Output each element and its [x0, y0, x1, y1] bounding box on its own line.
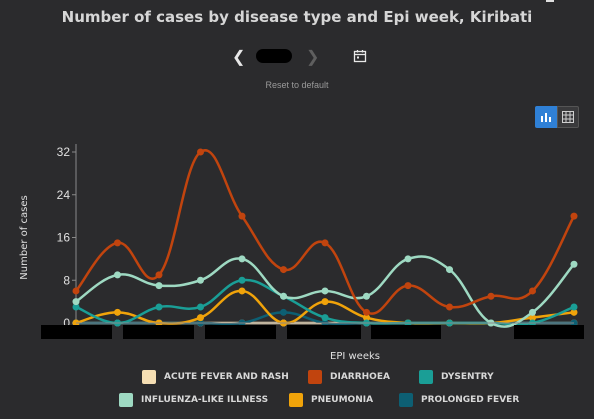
legend-item[interactable]: PNEUMONIA	[289, 393, 373, 407]
data-point	[238, 255, 246, 263]
chevron-left-icon[interactable]: ❮	[232, 49, 246, 66]
x-tick-label-redacted	[514, 325, 584, 339]
data-point	[280, 292, 287, 300]
data-point	[321, 298, 329, 306]
data-point	[280, 308, 287, 316]
x-tick-label-redacted	[41, 325, 112, 339]
data-point	[363, 308, 370, 316]
data-point	[321, 239, 329, 247]
data-point	[197, 314, 204, 322]
legend-label: INFLUENZA-LIKE ILLNESS	[141, 395, 269, 405]
data-point	[72, 303, 80, 311]
data-point	[238, 287, 246, 295]
table-icon[interactable]	[557, 106, 579, 128]
legend-label: DIARRHOEA	[330, 372, 390, 382]
y-tick-label: 8	[63, 273, 70, 287]
legend-label: DYSENTRY	[441, 372, 494, 382]
legend-label: PROLONGED FEVER	[421, 395, 520, 405]
data-point	[114, 239, 121, 247]
reset-to-default-link[interactable]: Reset to default	[265, 80, 329, 90]
data-point	[155, 282, 163, 290]
x-tick-label-redacted	[287, 325, 361, 339]
data-point	[197, 148, 204, 156]
data-point	[404, 255, 412, 263]
legend-swatch	[289, 393, 303, 407]
legend-swatch	[119, 393, 133, 407]
data-point	[529, 287, 536, 295]
data-point	[72, 287, 80, 295]
data-point	[321, 314, 329, 322]
data-point	[155, 271, 163, 279]
data-point	[446, 303, 453, 311]
y-tick-label: 16	[57, 231, 71, 245]
data-point	[155, 303, 163, 311]
y-tick-label: 32	[57, 145, 71, 159]
legend-item[interactable]: DYSENTRY	[419, 370, 494, 384]
period-selector-redacted[interactable]	[256, 49, 292, 63]
y-axis-label: Number of cases	[19, 195, 30, 279]
x-tick-label-redacted	[123, 325, 194, 339]
legend-label: PNEUMONIA	[311, 395, 374, 405]
view-toggle	[535, 106, 579, 128]
data-point	[570, 308, 578, 316]
legend-swatch	[419, 370, 433, 384]
data-point	[570, 212, 578, 220]
legend-label: ACUTE FEVER AND RASH	[164, 372, 289, 382]
y-tick-label: 24	[57, 188, 71, 202]
x-tick-label-redacted	[205, 325, 276, 339]
legend-swatch	[308, 370, 322, 384]
data-point	[321, 287, 329, 295]
data-point	[238, 212, 246, 220]
data-point	[114, 308, 121, 316]
bar-chart-icon[interactable]	[535, 106, 557, 128]
legend-swatch	[142, 370, 156, 384]
data-point	[114, 271, 121, 279]
legend-swatch	[399, 393, 413, 407]
menu-indicator	[546, 0, 554, 2]
data-point	[487, 292, 495, 300]
chart-title: Number of cases by disease type and Epi …	[61, 8, 533, 26]
y-tick-label: 0	[63, 316, 70, 330]
line-chart: 0 8 16 24 32 Number of cases EPI weeks	[19, 144, 584, 362]
data-point	[280, 266, 287, 274]
chevron-right-icon[interactable]: ❯	[306, 49, 320, 66]
data-point	[529, 314, 536, 322]
legend-item[interactable]: ACUTE FEVER AND RASH	[142, 370, 289, 384]
legend-item[interactable]: INFLUENZA-LIKE ILLNESS	[119, 393, 268, 407]
data-point	[529, 308, 536, 316]
data-point	[238, 276, 246, 284]
data-point	[363, 292, 370, 300]
data-point	[570, 303, 578, 311]
calendar-icon[interactable]	[353, 49, 367, 63]
data-point	[72, 298, 80, 306]
legend-item[interactable]: DIARRHOEA	[308, 370, 390, 384]
data-point	[446, 266, 453, 274]
period-navigator: ❮ ❯	[0, 47, 594, 67]
x-axis-label: EPI weeks	[330, 351, 380, 362]
x-tick-label-redacted	[371, 325, 441, 339]
data-point	[404, 282, 412, 290]
data-point	[197, 276, 204, 284]
data-point	[363, 314, 370, 322]
legend-item[interactable]: PROLONGED FEVER	[399, 393, 519, 407]
data-point	[197, 303, 204, 311]
data-point	[570, 260, 578, 268]
